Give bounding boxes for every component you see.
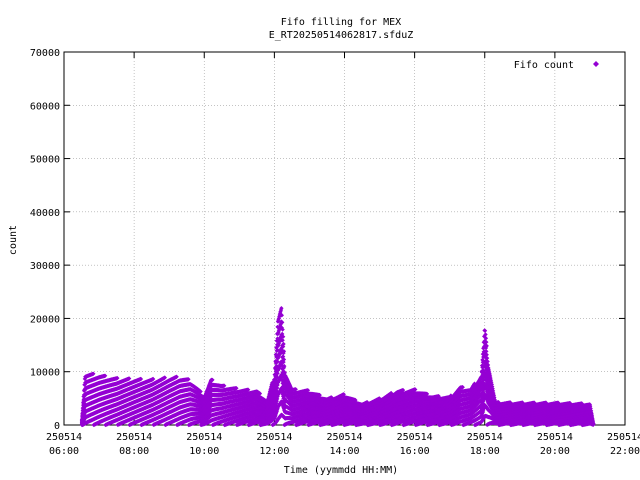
y-tick-label: 0 (54, 421, 60, 432)
y-tick-label: 60000 (30, 101, 60, 112)
data-points (79, 306, 596, 428)
x-tick-label-time: 06:00 (49, 446, 79, 457)
data-point (115, 375, 120, 381)
y-tick-label: 50000 (30, 155, 60, 166)
y-tick-label: 70000 (30, 48, 60, 59)
x-tick-label-date: 250514 (46, 432, 82, 443)
x-tick-label-time: 16:00 (400, 446, 430, 457)
x-tick-label-time: 22:00 (610, 446, 640, 457)
data-point (91, 371, 96, 376)
data-point (126, 376, 132, 381)
x-tick-label-date: 250514 (607, 432, 640, 443)
axis-ticks: 0 10000 20000 30000 40000 50000 60000 70000 2505… (30, 48, 640, 457)
x-tick-label-date: 250514 (186, 432, 222, 443)
y-tick-label: 20000 (30, 314, 60, 325)
x-tick-label-date: 250514 (326, 432, 362, 443)
y-tick-label: 30000 (30, 261, 60, 272)
x-tick-label-date: 250514 (467, 432, 503, 443)
x-tick-label-time: 14:00 (329, 446, 359, 457)
x-tick-label-time: 10:00 (189, 446, 219, 457)
x-tick-label-date: 250514 (116, 432, 152, 443)
x-tick-label-time: 18:00 (470, 446, 500, 457)
x-tick-label-date: 250514 (537, 432, 573, 443)
y-tick-label: 40000 (30, 208, 60, 219)
x-tick-label-date: 250514 (397, 432, 433, 443)
x-tick-label-time: 08:00 (119, 446, 149, 457)
y-tick-label: 10000 (30, 368, 60, 379)
data-point (102, 373, 108, 378)
x-tick-label-time: 20:00 (540, 446, 570, 457)
grid (64, 52, 625, 425)
x-tick-label-date: 250514 (256, 432, 292, 443)
x-tick-label-time: 12:00 (259, 446, 289, 457)
